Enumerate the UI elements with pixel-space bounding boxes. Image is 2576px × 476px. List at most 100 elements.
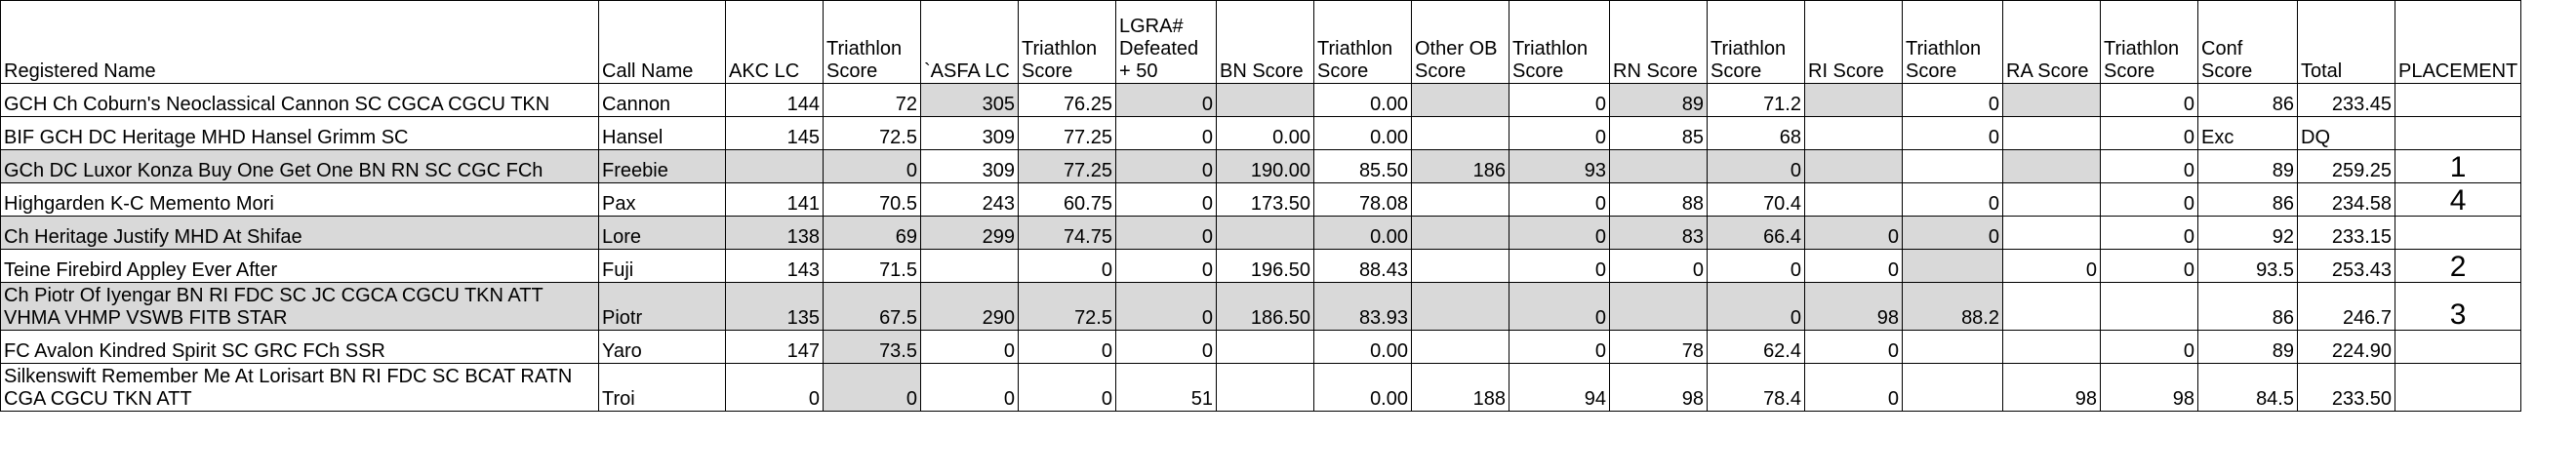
cell-triathlon-score-bn: 85.50	[1313, 149, 1412, 183]
cell-triathlon-score-rn: 70.4	[1707, 182, 1805, 217]
cell-lgra-defeated: 51	[1115, 363, 1217, 412]
cell-other-ob-score	[1411, 282, 1509, 331]
cell-conf-score: 86	[2197, 182, 2298, 217]
cell-ra-score	[2002, 330, 2101, 364]
table-row: GCH Ch Coburn's Neoclassical Cannon SC C…	[0, 83, 2522, 117]
cell-conf-score: 93.5	[2197, 249, 2298, 283]
cell-lgra-defeated: 0	[1115, 182, 1217, 217]
column-header-registered-name: Registered Name	[0, 0, 599, 84]
cell-registered-name: Highgarden K-C Memento Mori	[0, 182, 599, 217]
column-header-asfa-lc: `ASFA LC	[920, 0, 1019, 84]
cell-registered-name: Ch Piotr Of Iyengar BN RI FDC SC JC CGCA…	[0, 282, 599, 331]
cell-triathlon-score-asfa: 77.25	[1018, 149, 1116, 183]
cell-call-name: Pax	[598, 182, 726, 217]
cell-ri-score: 0	[1804, 249, 1903, 283]
table-row: BIF GCH DC Heritage MHD Hansel Grimm SC H…	[0, 116, 2522, 150]
cell-lgra-defeated: 0	[1115, 149, 1217, 183]
cell-lgra-defeated: 0	[1115, 330, 1217, 364]
cell-triathlon-score-ri: 0	[1902, 83, 2003, 117]
cell-triathlon-score-ri	[1902, 249, 2003, 283]
cell-triathlon-score-bn: 0.00	[1313, 116, 1412, 150]
cell-total: 224.90	[2297, 330, 2395, 364]
cell-bn-score: 0.00	[1216, 116, 1314, 150]
cell-bn-score: 196.50	[1216, 249, 1314, 283]
cell-triathlon-score-akc: 72.5	[823, 116, 921, 150]
results-table: Registered Name Call Name AKC LC Triathlon …	[0, 0, 2522, 412]
cell-triathlon-score-asfa: 0	[1018, 363, 1116, 412]
cell-total: 233.45	[2297, 83, 2395, 117]
cell-total: 234.58	[2297, 182, 2395, 217]
cell-registered-name: Silkenswift Remember Me At Lorisart BN R…	[0, 363, 599, 412]
column-header-conf-score: Conf Score	[2197, 0, 2298, 84]
column-header-triathlon-score-ra: Triathlon Score	[2100, 0, 2198, 84]
cell-triathlon-score-ra: 0	[2100, 149, 2198, 183]
header-row: Registered Name Call Name AKC LC Triathlon …	[0, 0, 2522, 84]
cell-triathlon-score-rn: 62.4	[1707, 330, 1805, 364]
cell-triathlon-score-rn: 78.4	[1707, 363, 1805, 412]
table-body: GCH Ch Coburn's Neoclassical Cannon SC C…	[0, 83, 2522, 412]
column-header-rn-score: RN Score	[1609, 0, 1708, 84]
cell-triathlon-score-ri	[1902, 330, 2003, 364]
cell-other-ob-score	[1411, 116, 1509, 150]
cell-total: 253.43	[2297, 249, 2395, 283]
cell-ra-score	[2002, 83, 2101, 117]
cell-triathlon-score-rn: 71.2	[1707, 83, 1805, 117]
column-header-ri-score: RI Score	[1804, 0, 1903, 84]
cell-triathlon-score-other-ob: 0	[1509, 216, 1610, 250]
cell-registered-name: GCh DC Luxor Konza Buy One Get One BN RN…	[0, 149, 599, 183]
cell-lgra-defeated: 0	[1115, 83, 1217, 117]
cell-akc-lc: 138	[725, 216, 824, 250]
cell-ri-score	[1804, 149, 1903, 183]
cell-triathlon-score-akc: 72	[823, 83, 921, 117]
column-header-akc-lc: AKC LC	[725, 0, 824, 84]
column-header-triathlon-score-other-ob: Triathlon Score	[1509, 0, 1610, 84]
cell-triathlon-score-ri: 88.2	[1902, 282, 2003, 331]
cell-ri-score: 98	[1804, 282, 1903, 331]
cell-triathlon-score-asfa: 0	[1018, 249, 1116, 283]
cell-triathlon-score-other-ob: 93	[1509, 149, 1610, 183]
cell-triathlon-score-akc: 0	[823, 149, 921, 183]
table-row: Silkenswift Remember Me At Lorisart BN R…	[0, 363, 2522, 412]
cell-ri-score: 0	[1804, 363, 1903, 412]
cell-conf-score: 92	[2197, 216, 2298, 250]
cell-triathlon-score-rn: 0	[1707, 249, 1805, 283]
cell-registered-name: Ch Heritage Justify MHD At Shifae	[0, 216, 599, 250]
column-header-triathlon-score-asfa: Triathlon Score	[1018, 0, 1116, 84]
cell-akc-lc: 143	[725, 249, 824, 283]
cell-akc-lc: 145	[725, 116, 824, 150]
cell-triathlon-score-ra: 0	[2100, 216, 2198, 250]
cell-lgra-defeated: 0	[1115, 282, 1217, 331]
cell-total: 246.7	[2297, 282, 2395, 331]
cell-triathlon-score-ri	[1902, 149, 2003, 183]
cell-triathlon-score-asfa: 74.75	[1018, 216, 1116, 250]
cell-call-name: Piotr	[598, 282, 726, 331]
cell-ra-score	[2002, 149, 2101, 183]
column-header-triathlon-score-bn: Triathlon Score	[1313, 0, 1412, 84]
cell-asfa-lc: 305	[920, 83, 1019, 117]
column-header-ra-score: RA Score	[2002, 0, 2101, 84]
cell-other-ob-score: 186	[1411, 149, 1509, 183]
cell-call-name: Hansel	[598, 116, 726, 150]
cell-ri-score	[1804, 182, 1903, 217]
cell-triathlon-score-rn: 0	[1707, 282, 1805, 331]
cell-ri-score	[1804, 83, 1903, 117]
cell-triathlon-score-akc: 69	[823, 216, 921, 250]
cell-other-ob-score: 188	[1411, 363, 1509, 412]
cell-akc-lc: 147	[725, 330, 824, 364]
cell-placement	[2394, 83, 2522, 117]
cell-bn-score: 186.50	[1216, 282, 1314, 331]
cell-call-name: Lore	[598, 216, 726, 250]
cell-triathlon-score-ra: 0	[2100, 249, 2198, 283]
cell-other-ob-score	[1411, 182, 1509, 217]
cell-triathlon-score-akc: 0	[823, 363, 921, 412]
cell-bn-score: 190.00	[1216, 149, 1314, 183]
cell-ra-score	[2002, 116, 2101, 150]
cell-asfa-lc	[920, 249, 1019, 283]
cell-registered-name: GCH Ch Coburn's Neoclassical Cannon SC C…	[0, 83, 599, 117]
cell-triathlon-score-bn: 0.00	[1313, 330, 1412, 364]
cell-placement	[2394, 216, 2522, 250]
cell-triathlon-score-akc: 71.5	[823, 249, 921, 283]
cell-rn-score: 0	[1609, 249, 1708, 283]
table-row: GCh DC Luxor Konza Buy One Get One BN RN…	[0, 149, 2522, 183]
cell-other-ob-score	[1411, 330, 1509, 364]
